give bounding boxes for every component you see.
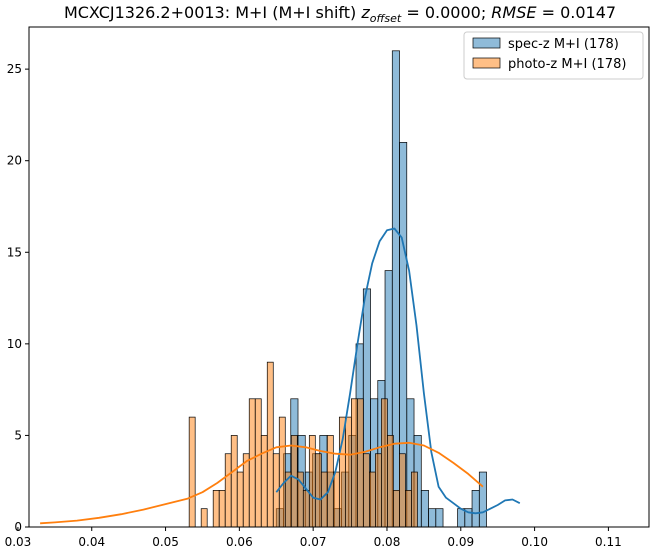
legend-swatch xyxy=(472,37,501,49)
x-tick-label: 0.04 xyxy=(78,535,105,549)
histogram-bar xyxy=(478,471,487,528)
x-tick-label: 0.08 xyxy=(374,535,401,549)
histogram-bar xyxy=(457,508,466,528)
histogram-bar xyxy=(302,490,310,528)
histogram-bar xyxy=(381,398,388,528)
histogram-bar xyxy=(435,508,444,528)
kde-curve xyxy=(275,227,521,515)
histogram-bar xyxy=(357,398,364,528)
histogram-bar xyxy=(266,361,274,528)
histogram-bar xyxy=(344,416,352,528)
histogram-bar xyxy=(471,490,480,528)
histogram-bar xyxy=(188,416,196,528)
histogram-bar xyxy=(332,471,340,528)
histogram-bar xyxy=(420,490,429,528)
histogram-bar xyxy=(320,471,328,528)
histogram-bar xyxy=(411,471,418,528)
histogram-bar xyxy=(290,435,298,528)
histogram-bar xyxy=(405,490,412,528)
legend-label: photo-z M+I (178) xyxy=(508,57,626,72)
histogram-bar xyxy=(399,453,406,528)
chart-title: MCXCJ1326.2+0013: M+I (M+I shift) zoffse… xyxy=(64,3,616,25)
x-tick-label: 0.09 xyxy=(447,535,474,549)
histogram-bar xyxy=(393,490,400,528)
histogram-bar xyxy=(363,453,370,528)
y-tick-label: 5 xyxy=(14,428,22,442)
y-tick-label: 10 xyxy=(7,337,22,351)
histogram-bar xyxy=(369,471,376,528)
x-axis: 0.03 0.04 0.05 0.06 0.07 0.08 0.09 0.10 0.11 xyxy=(5,527,622,549)
histogram-bar xyxy=(375,453,382,528)
x-tick-label: 0.06 xyxy=(226,535,253,549)
histogram-bar xyxy=(254,398,262,528)
histogram-bar xyxy=(428,508,437,528)
x-tick-label: 0.07 xyxy=(300,535,327,549)
histogram-bar xyxy=(350,398,358,528)
legend: spec-z M+I (178) photo-z M+I (178) xyxy=(463,31,644,80)
legend-swatch xyxy=(472,57,501,69)
legend-box xyxy=(463,31,644,80)
histogram-bar xyxy=(212,490,220,528)
histogram-bar xyxy=(224,453,232,528)
y-tick-label: 15 xyxy=(7,245,22,259)
kde-layer xyxy=(40,227,521,525)
y-tick-label: 20 xyxy=(7,154,22,168)
x-tick-label: 0.11 xyxy=(595,535,622,549)
y-tick-label: 25 xyxy=(7,62,22,76)
kde-curve xyxy=(40,441,484,525)
histogram-bar xyxy=(200,508,208,528)
y-axis: 0 5 10 15 20 25 xyxy=(7,62,29,534)
histogram-bar xyxy=(230,435,238,528)
plot-frame xyxy=(28,26,650,528)
histogram-bar xyxy=(248,398,256,528)
histogram-bar xyxy=(236,471,244,528)
histogram-bar xyxy=(387,435,394,528)
histogram-bar xyxy=(242,453,250,528)
y-tick-label: 0 xyxy=(14,520,22,534)
bars-layer xyxy=(188,50,487,528)
x-tick-label: 0.05 xyxy=(152,535,179,549)
histogram-bar xyxy=(260,435,268,528)
histogram-bar xyxy=(314,453,322,528)
x-tick-label: 0.10 xyxy=(521,535,548,549)
histogram-bar xyxy=(218,490,226,528)
histogram-bar xyxy=(278,416,286,528)
legend-label: spec-z M+I (178) xyxy=(508,37,619,52)
x-tick-label: 0.03 xyxy=(5,535,32,549)
